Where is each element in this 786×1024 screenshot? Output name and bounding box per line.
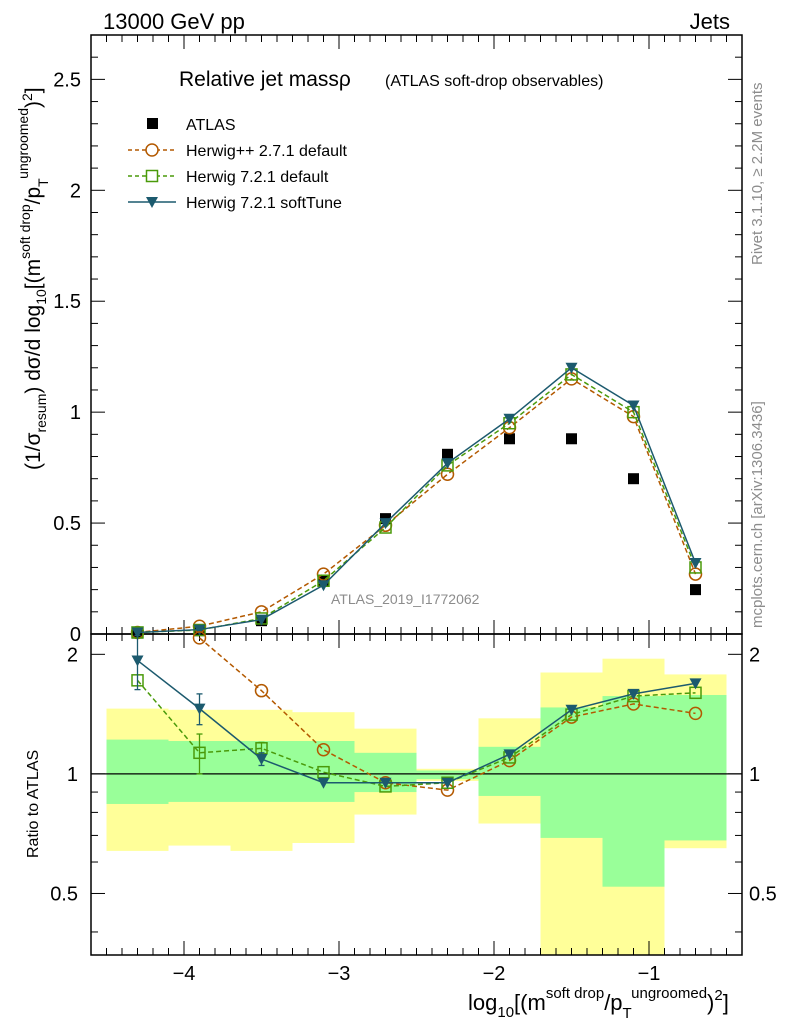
data-point-3 — [193, 624, 206, 636]
data-point-0 — [316, 743, 331, 757]
main-y-tick-label: 0.5 — [53, 513, 81, 535]
band-inner-7 — [540, 707, 603, 838]
data-point-1 — [317, 765, 330, 779]
main-series — [130, 362, 703, 640]
data-point-0 — [442, 448, 453, 460]
ratio-axis-ticks: −4 −3 −2 −1 0.5 0.5 1 1 2 2 — [50, 634, 777, 985]
series-line-1 — [136, 679, 696, 788]
ratio-y-tick-label: 1 — [67, 764, 78, 786]
main-y-tick-label: 1 — [70, 402, 81, 424]
main-axis-ticks: 0 0.5 1 1.5 2 2.5 — [53, 34, 742, 646]
band-inner-5 — [416, 770, 479, 780]
main-y-tick-label: 1.5 — [53, 291, 81, 313]
data-point-2 — [627, 688, 640, 700]
data-point-0 — [504, 433, 515, 445]
legend-label-herwig721: Herwig 7.2.1 default — [186, 169, 329, 186]
data-point-3 — [565, 362, 578, 374]
analysis-watermark: ATLAS_2019_I1772062 — [331, 591, 480, 607]
data-point-3 — [627, 400, 640, 412]
ratio-uncertainty-bands — [91, 658, 742, 955]
legend-label-softtune: Herwig 7.2.1 softTune — [186, 195, 342, 212]
ratio-y-tick-label-right: 2 — [749, 644, 760, 666]
legend-marker-softtune — [146, 197, 158, 208]
x-axis-label: log10[(msoft drop/pTungroomed)2] — [468, 985, 729, 1022]
band-inner-9 — [664, 694, 727, 841]
x-tick-label: −3 — [328, 963, 351, 985]
ratio-y-axis-label: Ratio to ATLAS — [25, 750, 42, 858]
mcplots-label: mcplots.cern.ch [arXiv:1306.3436] — [749, 401, 766, 628]
ratio-y-tick-label-right: 0.5 — [749, 883, 777, 905]
ratio-y-tick-label: 2 — [67, 644, 78, 666]
series-line-2 — [137, 659, 696, 784]
band-inner-3 — [292, 741, 355, 802]
series-line-2 — [137, 373, 697, 634]
x-tick-label: −2 — [483, 963, 506, 985]
x-tick-label: −4 — [173, 963, 196, 985]
main-y-tick-label: 2 — [70, 180, 81, 202]
data-point-2 — [565, 704, 578, 716]
data-point-3 — [689, 558, 702, 570]
data-point-0 — [566, 433, 577, 445]
data-point-2 — [255, 754, 268, 766]
ratio-series — [131, 631, 703, 797]
plot-subtitle: (ATLAS soft-drop observables) — [385, 73, 603, 90]
main-y-tick-label: 2.5 — [53, 69, 81, 91]
jets-label: Jets — [690, 9, 730, 34]
data-point-2 — [317, 777, 330, 789]
series-line-0 — [199, 637, 696, 791]
data-point-3 — [317, 580, 330, 592]
data-point-3 — [503, 413, 516, 425]
data-point-0 — [192, 631, 207, 645]
legend-marker-herwig721 — [145, 169, 159, 183]
main-y-axis-label: (1/σresum) dσ/d log10[(msoft drop/pTungr… — [15, 87, 51, 470]
legend-marker-herwigpp — [145, 143, 159, 157]
plot-title: Relative jet massρ — [179, 68, 351, 91]
main-y-tick-label: 0 — [70, 624, 81, 646]
data-point-1 — [193, 746, 206, 760]
legend-label-herwigpp: Herwig++ 2.7.1 default — [186, 143, 348, 160]
data-point-0 — [688, 706, 703, 721]
legend: ATLAS Herwig++ 2.7.1 default Herwig 7.2.… — [128, 117, 348, 212]
data-point-0 — [254, 683, 269, 698]
band-inner-0 — [106, 739, 169, 804]
ratio-y-tick-label: 0.5 — [50, 883, 78, 905]
data-point-3 — [131, 627, 144, 639]
ratio-y-tick-label-right: 1 — [749, 764, 760, 786]
data-point-2 — [689, 678, 702, 690]
data-point-0 — [690, 584, 701, 596]
data-point-2 — [131, 655, 144, 667]
data-point-2 — [193, 703, 206, 715]
data-point-3 — [379, 518, 392, 530]
data-point-2 — [441, 777, 454, 789]
rivet-label: Rivet 3.1.10, ≥ 2.2M events — [749, 83, 766, 266]
data-point-0 — [628, 473, 639, 485]
legend-marker-atlas — [147, 118, 158, 129]
legend-label-atlas: ATLAS — [186, 117, 236, 134]
data-point-2 — [379, 777, 392, 789]
x-tick-label: −1 — [638, 963, 661, 985]
data-point-1 — [316, 567, 331, 581]
data-point-3 — [441, 458, 454, 470]
band-inner-8 — [602, 696, 665, 887]
data-point-3 — [255, 614, 268, 626]
collision-label: 13000 GeV pp — [103, 9, 245, 34]
data-point-2 — [503, 749, 516, 761]
series-line-3 — [137, 366, 697, 634]
